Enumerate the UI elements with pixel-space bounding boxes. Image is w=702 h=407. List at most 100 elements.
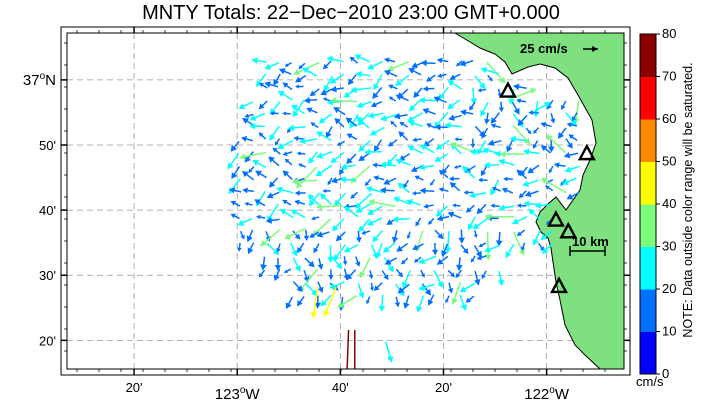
current-vector-arrow [326, 55, 344, 63]
radar-site-triangle-icon[interactable] [550, 276, 569, 294]
grid-lines [67, 33, 624, 369]
current-vector-arrow [441, 243, 449, 257]
current-vector-arrow [401, 270, 411, 289]
current-vector-arrow [313, 243, 320, 254]
current-vector-arrow [293, 135, 305, 142]
current-vector-arrow [490, 112, 500, 124]
current-vector-arrow [444, 230, 452, 254]
current-vector-arrow [349, 56, 359, 64]
current-vector-arrow [483, 161, 500, 169]
current-vector-arrow [350, 191, 358, 199]
current-vector-arrow [316, 231, 330, 238]
current-vector-arrow [478, 177, 488, 183]
current-vector-arrow [266, 191, 280, 199]
radar-site-triangle-icon[interactable] [577, 143, 596, 161]
current-vector-arrow [393, 112, 408, 120]
current-vector-arrow [322, 97, 331, 102]
current-vector-arrow [290, 242, 298, 257]
current-vector-arrow [285, 296, 294, 310]
current-vector-arrow [265, 217, 280, 224]
current-vector-arrow [501, 187, 513, 194]
current-vector-arrow [276, 243, 281, 253]
current-vector-arrow [344, 243, 359, 253]
current-vectors [227, 54, 580, 369]
current-vector-arrow [548, 138, 555, 153]
current-vector-arrow [406, 231, 411, 240]
current-vector-arrow [498, 204, 515, 211]
current-vector-arrow [327, 177, 333, 186]
current-vector-arrow [283, 268, 292, 273]
current-vector-arrow [509, 135, 527, 143]
axis-ticks [61, 27, 630, 375]
current-vector-arrow [284, 158, 293, 166]
current-vector-arrow [476, 203, 487, 215]
current-vector-arrow [333, 244, 346, 261]
current-vector-arrow [513, 83, 527, 91]
current-vector-arrow [345, 117, 358, 127]
current-vector-arrow [244, 113, 254, 119]
current-vector-arrow [438, 187, 449, 193]
current-vector-arrow [369, 126, 385, 136]
current-vector-arrow [561, 100, 567, 111]
current-vector-arrow [246, 229, 254, 243]
current-vector-arrow [469, 148, 488, 155]
current-vector-arrow [306, 107, 318, 114]
current-vector-arrow [490, 203, 500, 209]
current-vector-arrow [486, 61, 506, 84]
current-vector-arrow [517, 114, 528, 126]
radar-site-triangle-icon[interactable] [559, 221, 578, 239]
current-vector-arrow [532, 140, 539, 149]
current-vector-arrow [505, 243, 515, 258]
current-vector-arrow [330, 97, 358, 104]
current-vector-arrow [373, 282, 383, 292]
current-vector-arrow [227, 152, 240, 170]
plot-frame [66, 32, 625, 370]
current-vector-arrow [322, 60, 332, 70]
radar-site-triangle-icon[interactable] [546, 210, 565, 227]
current-vector-arrow [459, 294, 467, 311]
current-vector-arrow [274, 257, 282, 271]
current-vector-arrow [438, 169, 449, 179]
current-vector-arrow [292, 281, 303, 293]
current-vector-arrow [437, 73, 447, 78]
current-vector-arrow [358, 218, 370, 233]
current-vector-arrow [403, 295, 410, 309]
current-vector-arrow [474, 270, 481, 286]
current-vector-arrow [418, 255, 437, 265]
current-vector-arrow [242, 170, 255, 181]
current-vector-arrow [284, 227, 306, 240]
current-vector-arrow [565, 138, 573, 149]
current-vector-arrow [279, 208, 294, 219]
colorbar-note: NOTE: Data outside color range will be s… [681, 62, 695, 337]
current-vector-arrow [308, 151, 318, 164]
plot-area[interactable] [67, 33, 624, 369]
current-vector-arrow [247, 242, 255, 255]
current-vector-arrow [434, 229, 444, 240]
current-vector-arrow [447, 80, 462, 90]
radar-site-triangle-icon[interactable] [498, 81, 517, 98]
current-vector-arrow [456, 60, 463, 67]
latitude-labels: 37oN 50' 40' 30' 20' [23, 71, 56, 348]
current-vector-arrow [355, 203, 372, 213]
current-vector-arrow [540, 121, 552, 128]
current-vector-arrow [435, 139, 450, 150]
current-vector-arrow [418, 163, 434, 171]
current-vector-arrow [447, 282, 454, 294]
current-vector-arrow [322, 188, 331, 193]
colorbar: 0 10 20 30 40 50 60 70 80 [639, 26, 676, 381]
current-vector-arrow [333, 107, 346, 116]
current-vector-arrow [308, 192, 320, 207]
current-vector-arrow [309, 88, 320, 97]
current-vector-arrow [395, 268, 404, 278]
lon-label: 20' [126, 380, 143, 395]
map-title: MNTY Totals: 22−Dec−2010 23:00 GMT+0.000 [142, 2, 560, 24]
current-vector-arrow [470, 138, 476, 149]
current-vector-arrow [459, 60, 474, 67]
current-vector-arrow [406, 198, 421, 206]
current-vector-arrow [418, 283, 435, 291]
current-vector-arrow [399, 121, 409, 128]
current-vector-arrow [238, 101, 254, 110]
current-vector-arrow [522, 179, 539, 187]
lon-label: 40' [332, 380, 349, 395]
current-vector-arrow [268, 156, 280, 167]
